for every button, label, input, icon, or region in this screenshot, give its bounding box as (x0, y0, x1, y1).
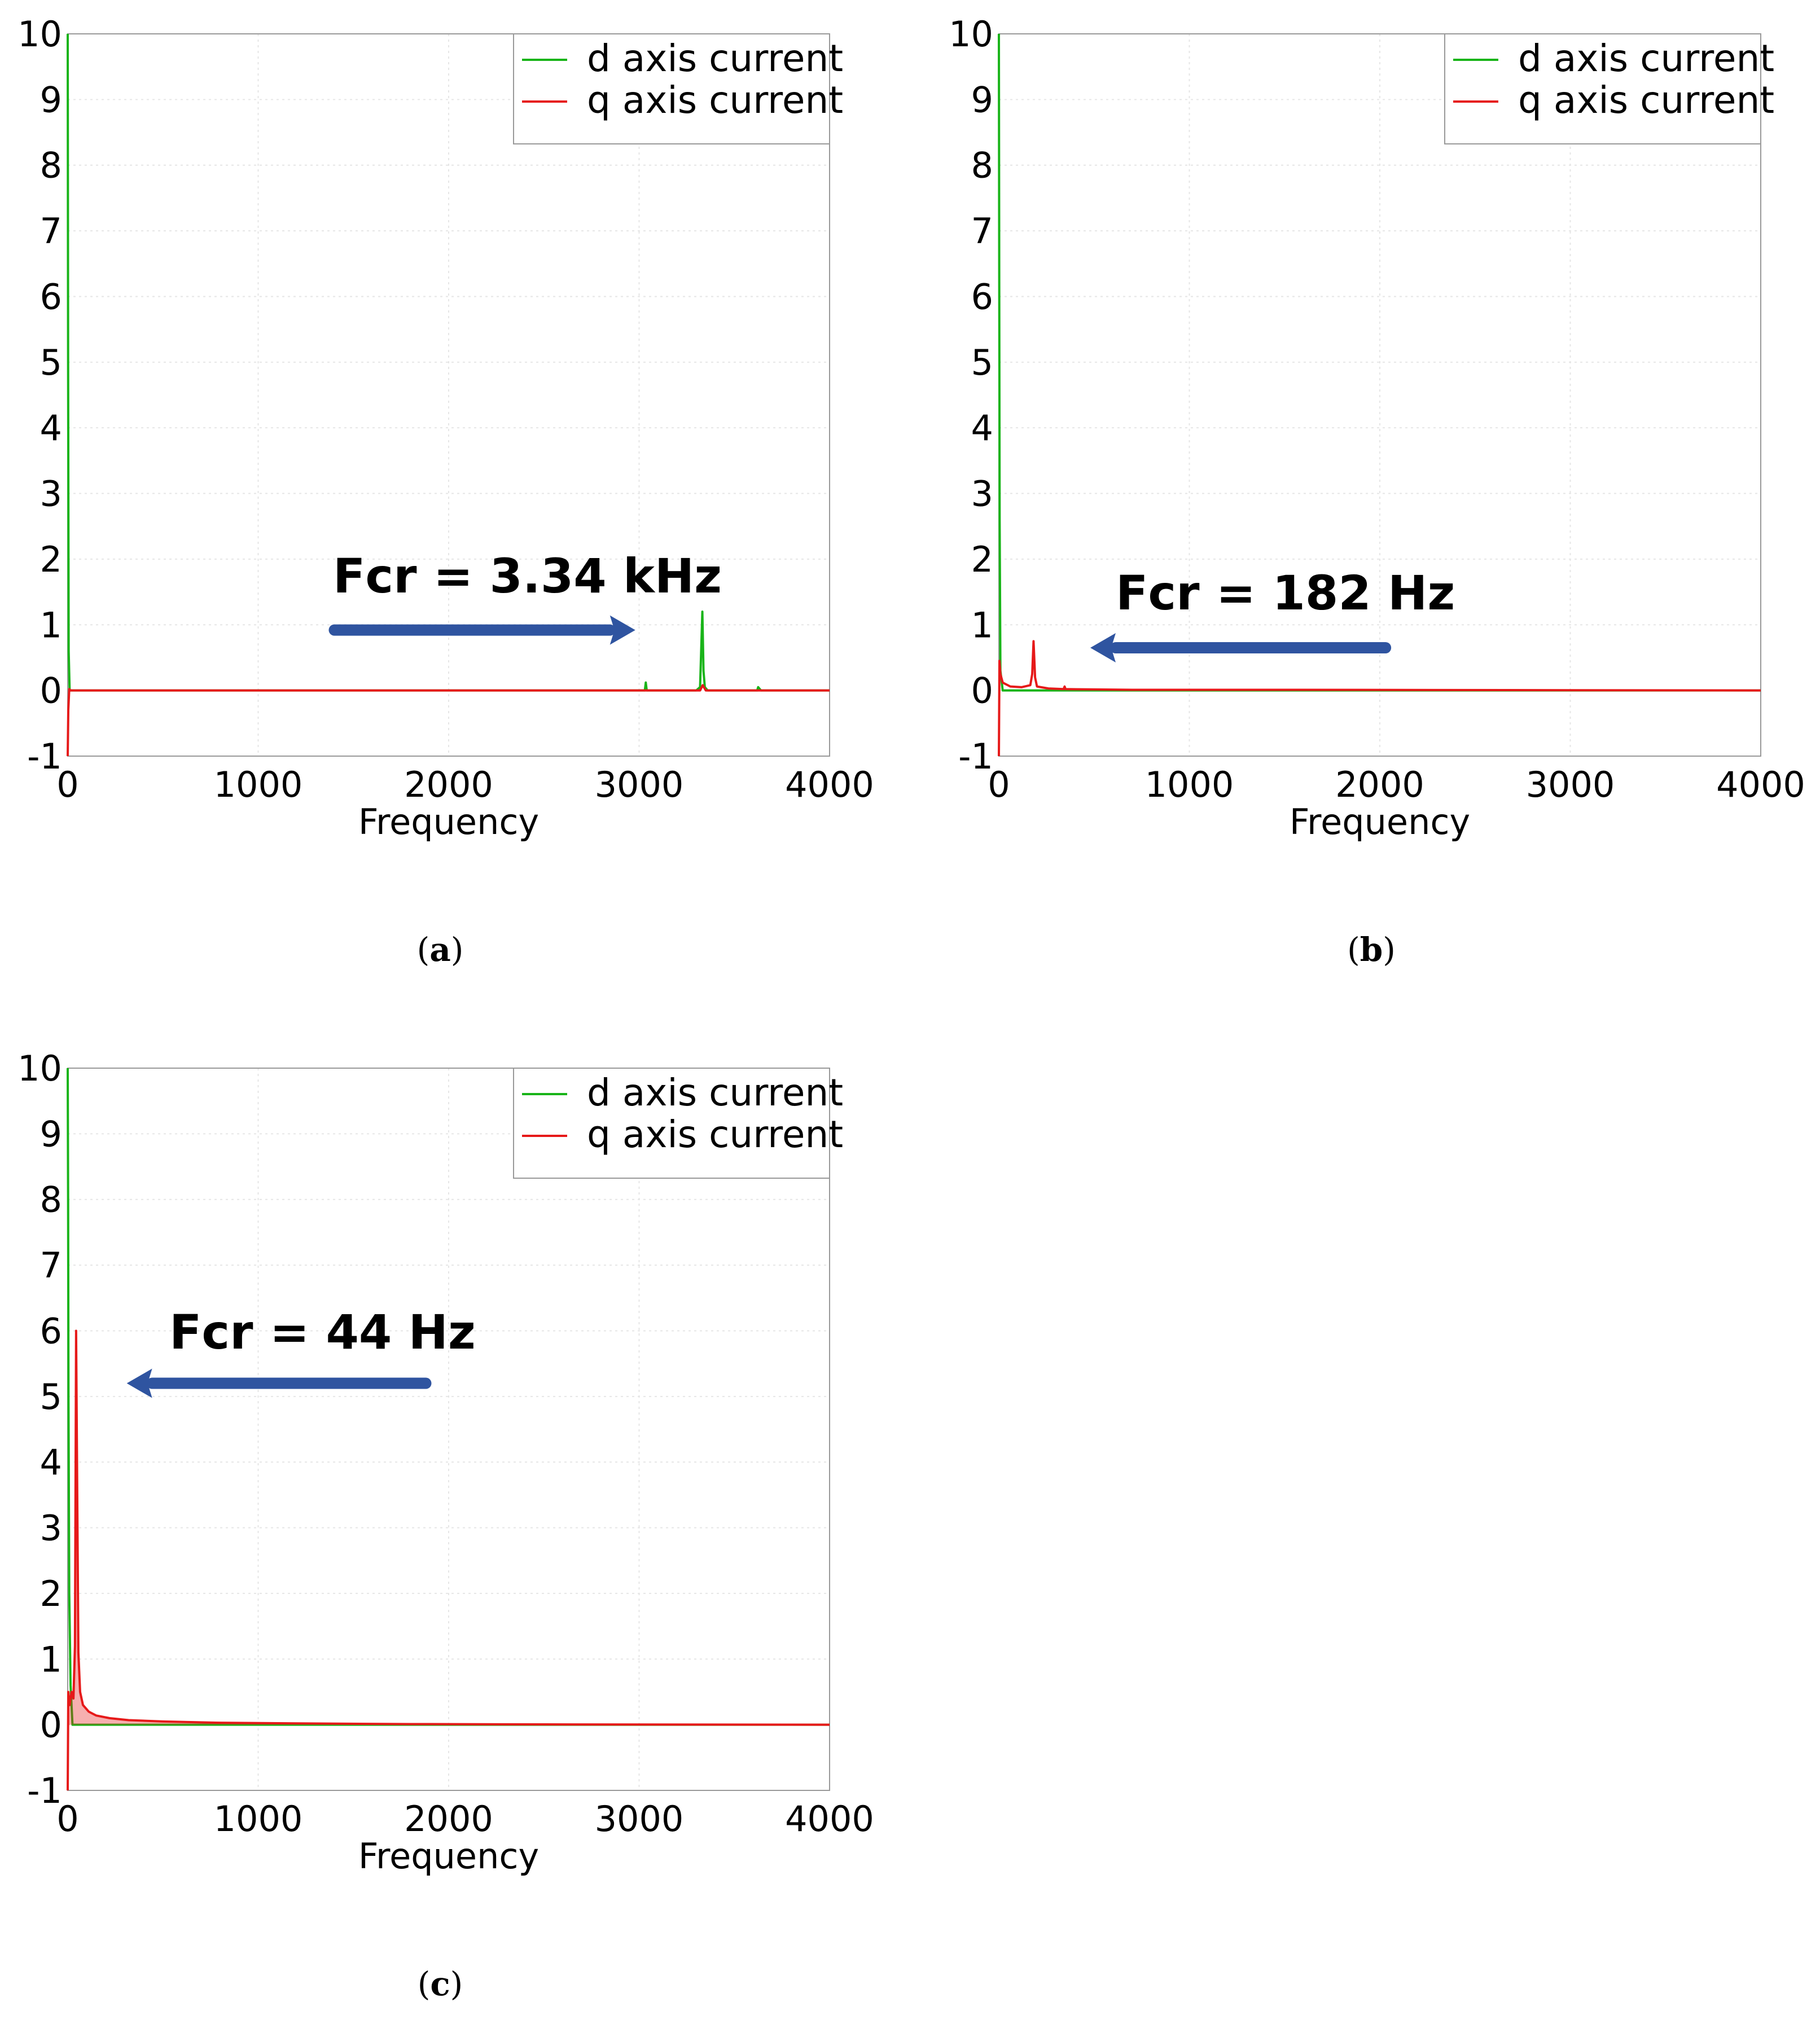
arrow-head (1090, 633, 1116, 662)
x-tick-label: 1000 (214, 1798, 303, 1839)
y-tick-label: 0 (40, 1705, 62, 1746)
series-b (998, 33, 1761, 757)
x-tick-labels-b: 0 1000 2000 3000 4000 (988, 764, 1805, 805)
y-tick-labels-a: -1 0 1 2 3 4 5 6 7 8 9 10 (17, 14, 62, 777)
legend-label: d axis current (587, 1071, 843, 1114)
y-tick-label: 9 (971, 79, 993, 120)
x-tick-labels-c: 0 1000 2000 3000 4000 (56, 1798, 874, 1839)
y-tick-label: 1 (40, 604, 62, 646)
annotation-c: Fcr = 44 Hz (169, 1305, 476, 1360)
legend-box (513, 33, 830, 144)
y-tick-label: 7 (40, 210, 62, 252)
series-line-q_axis (67, 684, 830, 757)
x-tick-label: 0 (56, 764, 78, 805)
x-axis-title-a: Frequency (358, 801, 539, 842)
y-tick-label: 0 (971, 670, 993, 712)
y-tick-label: 2 (971, 539, 993, 580)
y-tick-label: 7 (40, 1245, 62, 1286)
y-tick-label: 2 (40, 539, 62, 580)
series-a (67, 33, 830, 757)
caption-a-letter: a (429, 930, 451, 969)
legend-label: q axis current (587, 78, 843, 122)
x-tick-label: 3000 (1526, 764, 1615, 805)
y-tick-labels-b: -1 0 1 2 3 4 5 6 7 8 9 10 (949, 14, 993, 777)
x-tick-label: 2000 (404, 764, 493, 805)
arrow-head (126, 1368, 152, 1398)
y-tick-label: 10 (949, 14, 993, 55)
x-tick-label: 3000 (595, 1798, 684, 1839)
x-tick-labels-a: 0 1000 2000 3000 4000 (56, 764, 874, 805)
legend-label: q axis current (587, 1113, 843, 1156)
series-line-q_axis (67, 1329, 830, 1791)
series-line-q_axis (998, 640, 1761, 757)
legend-label: d axis current (1518, 37, 1774, 80)
x-tick-label: 2000 (1335, 764, 1424, 805)
y-tick-label: 3 (40, 1508, 62, 1549)
y-tick-label: 4 (40, 1442, 62, 1483)
x-axis-title-b: Frequency (1290, 801, 1470, 842)
y-tick-label: 5 (40, 342, 62, 383)
y-tick-label: 8 (40, 145, 62, 186)
x-tick-label: 4000 (1716, 764, 1805, 805)
y-tick-label: 4 (971, 407, 993, 449)
caption-c: (c) (418, 1965, 463, 2003)
y-tick-label: 4 (40, 407, 62, 449)
annotation-a: Fcr = 3.34 kHz (333, 548, 722, 604)
y-tick-label: 5 (40, 1376, 62, 1417)
annotation-b: Fcr = 182 Hz (1116, 565, 1455, 621)
y-tick-label: 6 (40, 1310, 62, 1351)
x-tick-label: 4000 (785, 1798, 874, 1839)
y-tick-label: 0 (40, 670, 62, 712)
caption-b: (b) (1347, 930, 1396, 969)
x-tick-label: 0 (988, 764, 1010, 805)
series-line-d_axis (67, 1068, 830, 1726)
y-tick-label: 10 (17, 1048, 62, 1089)
x-axis-title-c: Frequency (358, 1836, 539, 1877)
y-tick-label: 1 (40, 1639, 62, 1680)
y-tick-label: 8 (971, 145, 993, 186)
arrow-b (1090, 633, 1392, 662)
caption-c-letter: c (430, 1965, 450, 2003)
x-tick-label: 1000 (214, 764, 303, 805)
y-tick-label: 2 (40, 1573, 62, 1614)
y-tick-label: -1 (27, 1770, 62, 1811)
x-tick-label: 0 (56, 1798, 78, 1839)
x-tick-label: 1000 (1145, 764, 1234, 805)
y-tick-labels-c: -1 0 1 2 3 4 5 6 7 8 9 10 (17, 1048, 62, 1811)
arrow-head (609, 615, 635, 645)
legend-box (513, 1068, 830, 1179)
caption-a: (a) (417, 930, 464, 969)
y-tick-label: -1 (27, 736, 62, 777)
series-c (67, 1068, 830, 1791)
y-tick-label: 10 (17, 14, 62, 55)
caption-b-letter: b (1360, 930, 1383, 969)
legend-label: d axis current (587, 37, 843, 80)
y-tick-label: 9 (40, 79, 62, 120)
x-tick-label: 2000 (404, 1798, 493, 1839)
arrow-c (126, 1368, 432, 1398)
legend-box (1444, 33, 1761, 144)
y-tick-label: 7 (971, 210, 993, 252)
y-tick-label: 5 (971, 342, 993, 383)
y-tick-label: 8 (40, 1179, 62, 1220)
y-tick-label: 3 (971, 473, 993, 515)
y-tick-label: 9 (40, 1113, 62, 1154)
legend-label: q axis current (1518, 78, 1774, 122)
y-tick-label: 6 (971, 276, 993, 317)
y-tick-label: -1 (958, 736, 993, 777)
y-tick-label: 6 (40, 276, 62, 317)
y-tick-label: 1 (971, 604, 993, 646)
arrow-a (328, 615, 635, 645)
x-tick-label: 4000 (785, 764, 874, 805)
y-tick-label: 3 (40, 473, 62, 515)
x-tick-label: 3000 (595, 764, 684, 805)
